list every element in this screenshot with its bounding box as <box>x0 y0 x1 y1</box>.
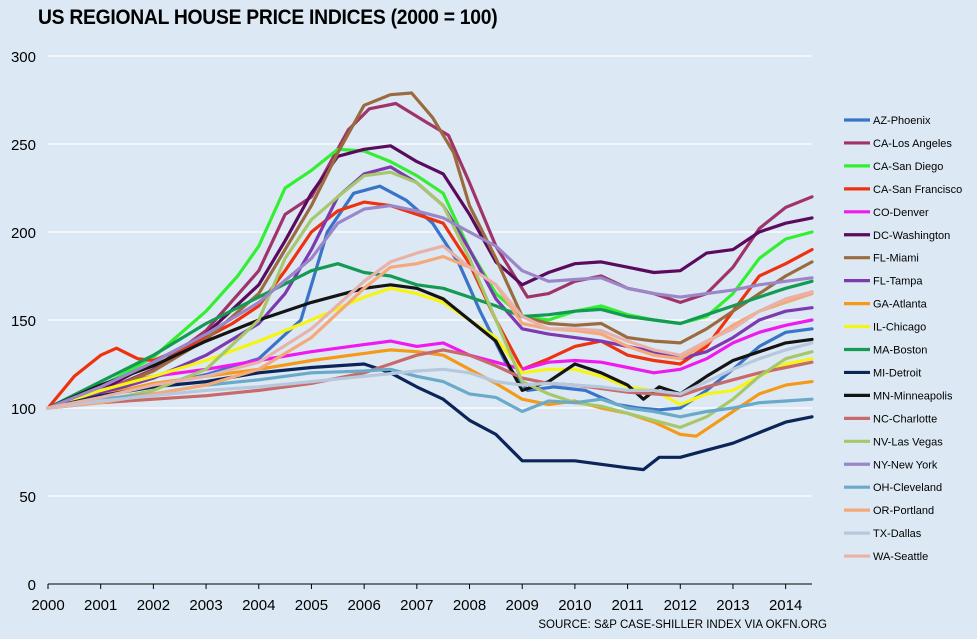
legend-label: MI-Detroit <box>873 367 921 379</box>
legend-label: CA-Los Angeles <box>873 138 952 150</box>
series-line-nv-las-vegas <box>46 170 814 429</box>
legend-label: CA-San Diego <box>873 161 943 173</box>
y-tick-label: 150 <box>11 313 36 330</box>
series-line-wa-seattle <box>46 244 814 410</box>
x-tick-label: 2005 <box>295 597 328 614</box>
legend-label: IL-Chicago <box>873 322 926 334</box>
x-tick-label: 2001 <box>84 597 117 614</box>
axes: 0 50 100 150 200 250 300 2000 2001 2002 2003 2004 20… <box>11 49 812 614</box>
legend-label: NV-Las Vegas <box>873 436 943 448</box>
legend-label: OR-Portland <box>873 505 934 517</box>
x-tick-label: 2013 <box>716 597 749 614</box>
legend-label: TX-Dallas <box>873 528 922 540</box>
series-line-ca-san-francisco <box>46 200 814 410</box>
x-tick-label: 2000 <box>31 597 64 614</box>
x-tick-label: 2014 <box>769 597 802 614</box>
x-tick-label: 2002 <box>137 597 170 614</box>
legend-label: GA-Atlanta <box>873 299 928 311</box>
y-tick-label: 50 <box>19 489 36 506</box>
x-tick-label: 2004 <box>242 597 275 614</box>
series-line-tx-dallas <box>46 341 814 410</box>
x-tick-label: 2011 <box>611 597 643 614</box>
legend-label: OH-Cleveland <box>873 482 942 494</box>
legend-label: NY-New York <box>873 459 938 471</box>
y-tick-label: 100 <box>11 401 36 418</box>
series-lines <box>46 91 814 472</box>
series-line-ma-boston <box>46 262 814 410</box>
legend-label: DC-Washington <box>873 230 950 242</box>
legend-label: AZ-Phoenix <box>873 115 931 127</box>
grid-lines <box>48 55 812 497</box>
legend-label: MA-Boston <box>873 345 927 357</box>
x-tick-label: 2006 <box>347 597 380 614</box>
x-tick-label: 2012 <box>664 597 697 614</box>
series-line-oh-cleveland <box>46 367 814 419</box>
y-tick-label: 0 <box>28 577 36 594</box>
x-tick-label: 2009 <box>506 597 539 614</box>
legend-label: CO-Denver <box>873 207 929 219</box>
series-line-nc-charlotte <box>46 348 814 410</box>
x-tick-label: 2010 <box>558 597 591 614</box>
legend-label: FL-Miami <box>873 253 919 265</box>
legend-label: MN-Minneapolis <box>873 390 953 402</box>
legend-label: FL-Tampa <box>873 276 923 288</box>
legend-label: NC-Charlotte <box>873 413 937 425</box>
legend-label: CA-San Francisco <box>873 184 962 196</box>
series-line-mi-detroit <box>46 362 814 472</box>
series-line-ny-new-york <box>46 204 814 410</box>
chart-title: US REGIONAL HOUSE PRICE INDICES (2000 = … <box>38 6 498 29</box>
legend-label: WA-Seattle <box>873 551 928 563</box>
series-line-fl-miami <box>46 91 814 410</box>
x-tick-label: 2008 <box>453 597 486 614</box>
x-tick-label: 2007 <box>400 597 433 614</box>
series-line-il-chicago <box>46 286 814 410</box>
y-tick-label: 300 <box>11 49 36 66</box>
y-tick-label: 250 <box>11 137 36 154</box>
y-tick-label: 200 <box>11 225 36 242</box>
legend: AZ-Phoenix CA-Los Angeles CA-San Diego CA-S… <box>844 115 962 563</box>
source-note: SOURCE: S&P CASE-SHILLER INDEX VIA OKFN.… <box>538 619 827 631</box>
x-tick-label: 2003 <box>189 597 222 614</box>
